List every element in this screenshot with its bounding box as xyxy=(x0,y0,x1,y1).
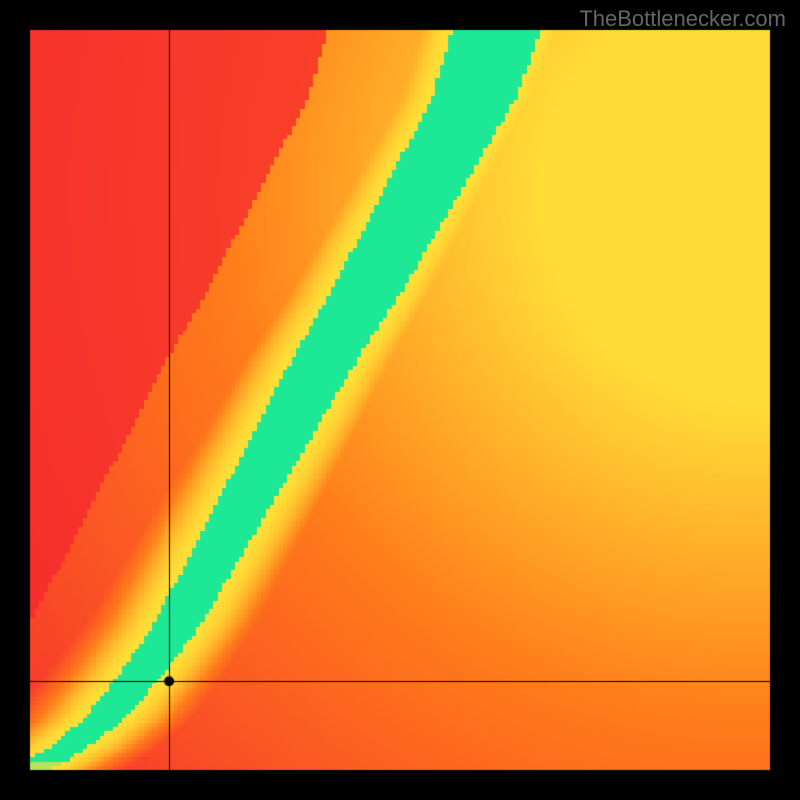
chart-container: TheBottlenecker.com xyxy=(0,0,800,800)
heatmap-canvas xyxy=(0,0,800,800)
watermark-text: TheBottlenecker.com xyxy=(579,6,786,32)
